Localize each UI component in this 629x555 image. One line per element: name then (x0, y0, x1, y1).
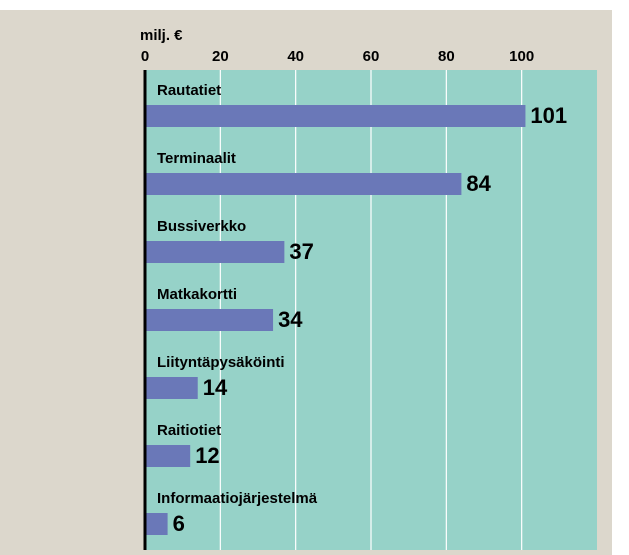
x-tick-label: 60 (363, 48, 380, 65)
value-label: 101 (530, 103, 567, 128)
bar (145, 173, 462, 195)
x-tick-label: 40 (287, 48, 304, 65)
bar (145, 445, 191, 467)
bar (145, 377, 198, 399)
value-label: 37 (289, 239, 313, 264)
bar (145, 105, 526, 127)
category-label: Matkakortti (157, 286, 237, 303)
category-label: Informaatiojärjestelmä (157, 490, 318, 507)
category-label: Rautatiet (157, 82, 221, 99)
bar (145, 513, 168, 535)
value-label: 6 (173, 511, 185, 536)
axis-label: milj. € (140, 27, 183, 44)
x-tick-label: 80 (438, 48, 455, 65)
value-label: 12 (195, 443, 219, 468)
x-tick-label: 20 (212, 48, 229, 65)
category-label: Bussiverkko (157, 218, 246, 235)
category-label: Terminaalit (157, 150, 236, 167)
category-label: Liityntäpysäköinti (157, 354, 285, 371)
value-label: 14 (203, 375, 228, 400)
value-label: 84 (466, 171, 491, 196)
bar (145, 309, 274, 331)
value-label: 34 (278, 307, 303, 332)
category-label: Raitiotiet (157, 422, 221, 439)
x-tick-label: 0 (141, 48, 149, 65)
x-tick-label: 100 (509, 48, 534, 65)
bar (145, 241, 285, 263)
